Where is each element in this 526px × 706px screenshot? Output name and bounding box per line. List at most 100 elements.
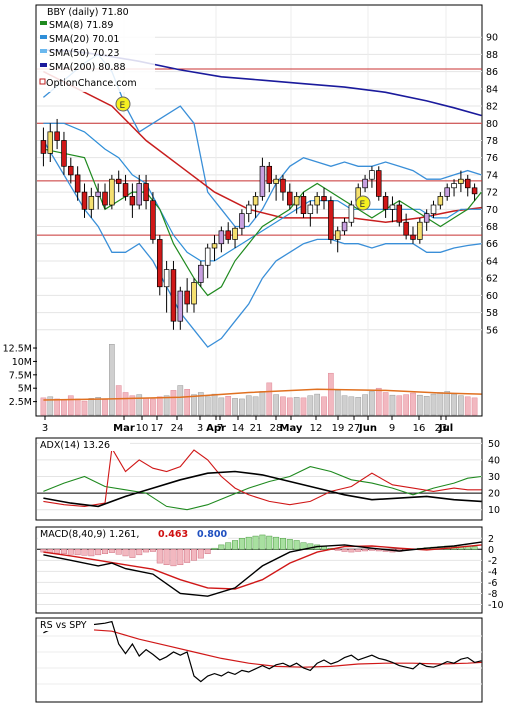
volume-bar: [67, 395, 74, 416]
volume-bar: [95, 397, 102, 416]
volume-bar: [458, 395, 464, 416]
price-tick-label: 72: [486, 188, 498, 199]
adx-tick-label: 10: [488, 505, 500, 516]
candle-body: [348, 204, 355, 223]
volume-bar: [218, 397, 225, 416]
candle-body: [136, 183, 142, 206]
volume-bar: [191, 394, 197, 416]
volume-bar: [197, 392, 204, 416]
x-tick-label: Mar: [113, 423, 135, 434]
macd-histogram-bar: [471, 546, 478, 550]
volume-bar: [115, 385, 122, 416]
volume-bar: [143, 397, 149, 416]
rs-panel-frame: [35, 617, 483, 703]
volume-tick-label: 5M: [18, 384, 32, 395]
macd-histogram-bar: [273, 536, 280, 550]
legend-sma20: SMA(20) 70.01: [49, 34, 119, 45]
candle-body: [204, 247, 211, 266]
candle-body: [40, 140, 47, 154]
candle-body: [184, 290, 190, 305]
candle-body: [157, 239, 163, 288]
volume-bar: [88, 398, 95, 416]
rs-label: RS vs SPY: [40, 620, 87, 631]
volume-bar: [177, 385, 184, 416]
volume-bar: [348, 396, 355, 416]
x-tick-label: 27: [348, 423, 361, 434]
macd-histogram-bar: [184, 549, 191, 563]
macd-histogram-bar: [211, 547, 218, 550]
volume-bar: [54, 398, 60, 416]
macd-histogram-bar: [115, 549, 122, 555]
price-tick-label: 74: [486, 170, 498, 181]
volume-y-axis: 12.5M 10M 7.5M 5M 2.5M: [3, 344, 37, 408]
macd-histogram-bar: [245, 536, 252, 550]
macd-histogram-bar: [143, 549, 150, 553]
adx-tick-label: 20: [488, 489, 500, 500]
candle-body: [362, 178, 368, 189]
macd-tick-label: -8: [488, 589, 497, 600]
candle-body: [143, 183, 149, 202]
volume-bar: [47, 396, 54, 416]
price-tick-label: 66: [486, 239, 498, 250]
candle-body: [245, 204, 252, 214]
volume-bar: [74, 398, 81, 416]
macd-hist-value: 0.800: [197, 529, 227, 540]
volume-bar: [232, 398, 238, 416]
candle-body: [451, 183, 457, 189]
candle-body: [61, 140, 67, 167]
volume-bar: [122, 392, 129, 416]
x-tick-label: 9: [389, 423, 395, 434]
volume-bar: [362, 394, 368, 416]
candle-body: [417, 221, 423, 240]
macd-panel-frame: [35, 526, 483, 614]
price-tick-label: 76: [486, 153, 498, 164]
adx-line: [43, 470, 482, 508]
volume-bar: [273, 394, 279, 416]
macd-histogram-bar: [156, 549, 163, 564]
macd-histogram-bar: [74, 549, 81, 556]
x-tick-label: 14: [232, 423, 245, 434]
candle-body: [211, 243, 218, 249]
macd-line: [43, 541, 482, 597]
volume-bar: [430, 393, 437, 416]
volume-tick-label: 12.5M: [3, 344, 32, 355]
adx-tick-label: 50: [488, 439, 500, 450]
ticker-label: BBY (daily) 71.80: [47, 7, 129, 18]
price-tick-label: 82: [486, 102, 498, 113]
watermark-label: OptionChance.com: [46, 78, 137, 89]
legend-swatch-sma20: [40, 35, 47, 39]
macd-histogram-bar: [95, 549, 102, 556]
price-tick-label: 58: [486, 308, 498, 319]
volume-bar: [109, 344, 115, 416]
volume-bar: [293, 397, 300, 416]
volume-bar: [300, 397, 307, 416]
volume-tick-label: 10M: [12, 357, 32, 368]
volume-bar: [321, 396, 327, 416]
candle-body: [389, 204, 396, 210]
macd-histogram-bar: [108, 549, 115, 553]
candle-body: [328, 200, 334, 240]
volume-bar: [444, 391, 451, 416]
macd-histogram-bar: [218, 544, 225, 550]
macd-histogram-bar: [204, 549, 211, 554]
legend-swatch-sma8: [40, 21, 47, 25]
candle-body: [102, 191, 108, 206]
macd-histogram-bar: [286, 539, 293, 550]
volume-bar: [211, 393, 218, 416]
volume-bar: [423, 396, 430, 416]
volume-bar: [156, 396, 163, 416]
candle-body: [88, 196, 95, 210]
candle-body: [382, 196, 389, 210]
candle-body: [410, 234, 416, 240]
candle-body: [129, 196, 136, 206]
price-tick-label: 70: [486, 205, 498, 216]
macd-histogram-bar: [259, 534, 266, 550]
candle-body: [177, 290, 184, 322]
volume-bar: [81, 400, 88, 416]
candle-body: [396, 204, 403, 223]
candle-body: [437, 196, 444, 206]
price-tick-label: 64: [486, 256, 498, 267]
svg-text:E: E: [120, 101, 126, 111]
macd-histogram-bar: [163, 549, 170, 566]
